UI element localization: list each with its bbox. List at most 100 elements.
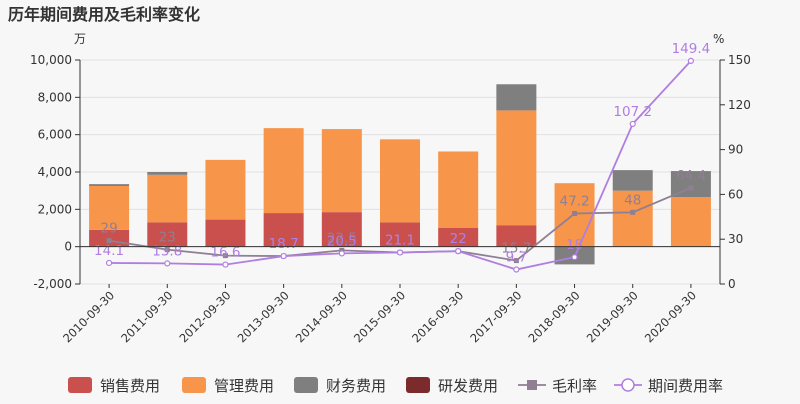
data-label-期间费用率-2011-09-30: 13.8 bbox=[152, 243, 182, 259]
right-tick-label: 150 bbox=[728, 53, 751, 67]
bar-财务费用-2010-09-30 bbox=[89, 184, 130, 186]
bar-管理费用-2013-09-30 bbox=[263, 128, 304, 214]
x-tick-label: 2010-09-30 bbox=[60, 288, 117, 345]
data-label-期间费用率-2014-09-30: 20.5 bbox=[327, 233, 357, 249]
marker-毛利率-2010-09-30 bbox=[106, 238, 112, 244]
right-tick-label: 120 bbox=[728, 98, 751, 112]
bar-销售费用-2014-09-30 bbox=[321, 212, 362, 247]
marker-期间费用率-2020-09-30 bbox=[687, 57, 695, 64]
left-tick-label: 10,000 bbox=[30, 53, 72, 67]
left-tick-label: 2,000 bbox=[38, 202, 72, 216]
marker-期间费用率-2017-09-30 bbox=[513, 266, 520, 273]
marker-期间费用率-2019-09-30 bbox=[629, 120, 636, 128]
line-series: 29 23 18.7 22.5 21.1 22 15.7 47.2 48 64.4 14.1 13.8… bbox=[94, 41, 711, 273]
data-label-期间费用率-2012-09-30: 16.6 bbox=[210, 245, 240, 261]
bar-管理费用-2017-09-30 bbox=[496, 110, 537, 226]
bar-销售费用-2015-09-30 bbox=[380, 222, 420, 247]
bar-管理费用-2016-09-30 bbox=[438, 151, 479, 228]
legend: 销售费用 管理费用 财务费用 研发费用 毛利率 期间费用率 bbox=[68, 377, 723, 395]
legend-label-销售费用: 销售费用 bbox=[100, 377, 160, 395]
bar-管理费用-2019-09-30 bbox=[612, 190, 653, 247]
legend-label-管理费用: 管理费用 bbox=[214, 377, 274, 395]
marker-期间费用率-2012-09-30 bbox=[222, 261, 229, 268]
bar-销售费用-2017-09-30 bbox=[496, 225, 537, 247]
bar-财务费用-2011-09-30 bbox=[147, 172, 188, 175]
data-label-期间费用率-2019-09-30: 107.2 bbox=[613, 104, 652, 120]
data-label-毛利率-2015-09-30: 21.1 bbox=[385, 232, 415, 248]
data-label-毛利率-2016-09-30: 22 bbox=[450, 231, 467, 247]
x-tick-label: 2013-09-30 bbox=[235, 288, 292, 345]
left-tick-label: 4,000 bbox=[38, 165, 72, 179]
legend-label-毛利率: 毛利率 bbox=[552, 377, 597, 395]
x-axis: 2010-09-30 2011-09-30 2012-09-30 2013-09-30… bbox=[60, 246, 720, 345]
data-label-期间费用率-2017-09-30: 9.7 bbox=[506, 250, 527, 266]
legend-label-研发费用: 研发费用 bbox=[438, 377, 498, 395]
bar-管理费用-2012-09-30 bbox=[205, 159, 246, 220]
legend-swatch-管理费用 bbox=[182, 377, 206, 393]
data-label-期间费用率-2013-09-30: 18.7 bbox=[269, 236, 299, 252]
bar-管理费用-2020-09-30 bbox=[670, 197, 711, 247]
x-tick-label: 2020-09-30 bbox=[642, 288, 699, 345]
data-label-毛利率-2020-09-30: 64.4 bbox=[676, 168, 706, 184]
data-label-期间费用率-2016-09-30: 22 bbox=[450, 231, 467, 247]
marker-毛利率-2017-09-30 bbox=[513, 258, 519, 264]
legend-swatch-研发费用 bbox=[406, 377, 430, 393]
data-label-毛利率-2011-09-30: 23 bbox=[159, 230, 176, 246]
data-label-期间费用率-2020-09-30: 149.4 bbox=[672, 41, 711, 57]
bar-销售费用-2012-09-30 bbox=[205, 219, 246, 247]
marker-毛利率-2018-09-30 bbox=[572, 211, 578, 217]
x-tick-label: 2019-09-30 bbox=[584, 288, 641, 345]
bar-销售费用-2013-09-30 bbox=[263, 213, 304, 247]
x-tick-label: 2016-09-30 bbox=[409, 288, 466, 345]
right-tick-label: 60 bbox=[728, 187, 743, 201]
bar-销售费用-2011-09-30 bbox=[147, 222, 188, 247]
legend-marker-毛利率 bbox=[527, 380, 537, 390]
bar-管理费用-2015-09-30 bbox=[380, 139, 420, 223]
marker-毛利率-2019-09-30 bbox=[630, 209, 636, 215]
data-label-期间费用率-2010-09-30: 14.1 bbox=[94, 243, 124, 259]
x-tick-label: 2014-09-30 bbox=[293, 288, 350, 345]
bar-管理费用-2010-09-30 bbox=[89, 186, 130, 230]
marker-期间费用率-2018-09-30 bbox=[571, 254, 578, 261]
legend-swatch-财务费用 bbox=[294, 377, 318, 393]
right-axis-unit: % bbox=[713, 32, 724, 46]
left-tick-label: 6,000 bbox=[38, 128, 72, 142]
marker-毛利率-2020-09-30 bbox=[688, 185, 694, 191]
left-tick-label: 8,000 bbox=[38, 90, 72, 104]
right-axis: 0 30 60 90 120 150 bbox=[719, 53, 751, 291]
marker-毛利率-2011-09-30 bbox=[164, 247, 170, 253]
left-tick-label: 0 bbox=[64, 240, 72, 254]
right-tick-label: 0 bbox=[728, 277, 736, 291]
marker-期间费用率-2016-09-30 bbox=[455, 248, 462, 255]
right-tick-label: 30 bbox=[728, 232, 743, 246]
data-label-毛利率-2013-09-30: 18.7 bbox=[269, 236, 299, 252]
data-label-期间费用率-2018-09-30: 18 bbox=[566, 237, 583, 253]
legend-label-财务费用: 财务费用 bbox=[326, 377, 386, 395]
right-tick-label: 90 bbox=[728, 143, 743, 157]
x-tick-label: 2011-09-30 bbox=[118, 288, 175, 345]
legend-label-期间费用率: 期间费用率 bbox=[648, 377, 723, 395]
bar-销售费用-2016-09-30 bbox=[438, 228, 479, 247]
marker-期间费用率-2013-09-30 bbox=[280, 252, 287, 260]
bar-财务费用-2017-09-30 bbox=[496, 84, 537, 111]
marker-期间费用率-2015-09-30 bbox=[396, 249, 404, 256]
left-tick-label: -2,000 bbox=[33, 277, 72, 291]
marker-期间费用率-2011-09-30 bbox=[164, 260, 171, 267]
left-axis: -2,000 0 2,000 4,000 6,000 8,000 10,000 bbox=[30, 53, 81, 291]
data-label-毛利率-2010-09-30: 29 bbox=[100, 221, 117, 237]
bar-管理费用-2014-09-30 bbox=[321, 129, 362, 213]
data-label-期间费用率-2015-09-30: 21.1 bbox=[385, 232, 415, 248]
bar-财务费用-2019-09-30 bbox=[612, 170, 653, 191]
data-label-毛利率-2019-09-30: 48 bbox=[624, 192, 641, 208]
x-tick-label: 2017-09-30 bbox=[467, 288, 524, 345]
data-label-毛利率-2017-09-30: 15.7 bbox=[501, 241, 531, 257]
x-tick-label: 2012-09-30 bbox=[176, 288, 233, 345]
bar-series bbox=[89, 84, 711, 265]
data-label-毛利率-2018-09-30: 47.2 bbox=[560, 194, 590, 210]
x-tick-label: 2015-09-30 bbox=[351, 288, 408, 345]
left-axis-unit: 万 bbox=[74, 32, 86, 46]
data-label-毛利率-2014-09-30: 22.5 bbox=[327, 230, 357, 246]
legend-marker-期间费用率 bbox=[621, 378, 635, 392]
